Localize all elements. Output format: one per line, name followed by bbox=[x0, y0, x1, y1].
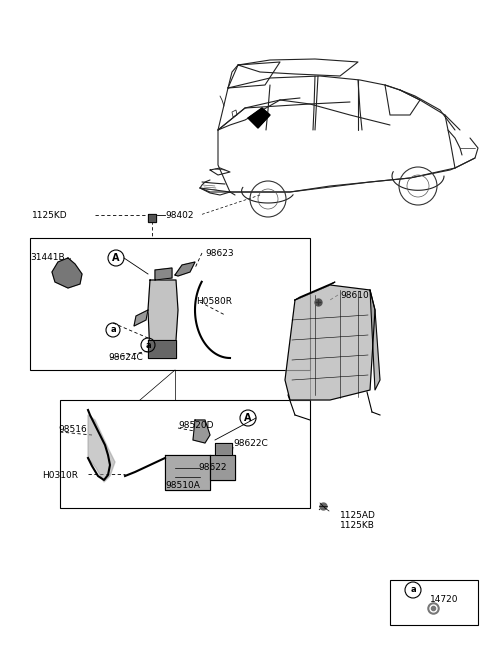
Text: A: A bbox=[244, 413, 252, 423]
Polygon shape bbox=[193, 420, 210, 443]
Polygon shape bbox=[148, 340, 176, 358]
Polygon shape bbox=[295, 282, 335, 300]
Polygon shape bbox=[52, 258, 82, 288]
Text: 14720: 14720 bbox=[430, 595, 458, 604]
Polygon shape bbox=[88, 415, 115, 482]
Bar bbox=[60, 400, 310, 508]
Text: 1125AD: 1125AD bbox=[340, 510, 376, 520]
Text: 31441B: 31441B bbox=[30, 254, 65, 263]
Text: 98610: 98610 bbox=[340, 290, 369, 300]
Polygon shape bbox=[165, 455, 210, 490]
Text: 1125KD: 1125KD bbox=[32, 210, 68, 219]
Text: 98624C: 98624C bbox=[108, 353, 143, 363]
Text: 1125KB: 1125KB bbox=[340, 522, 375, 530]
Text: a: a bbox=[145, 340, 151, 350]
Text: 98520D: 98520D bbox=[178, 420, 214, 430]
Polygon shape bbox=[175, 262, 195, 276]
Polygon shape bbox=[148, 280, 178, 355]
Text: 98402: 98402 bbox=[165, 210, 193, 219]
Text: H0580R: H0580R bbox=[196, 298, 232, 307]
Polygon shape bbox=[248, 108, 270, 128]
Text: 98510A: 98510A bbox=[165, 480, 200, 489]
Bar bbox=[390, 580, 478, 625]
Polygon shape bbox=[148, 214, 156, 222]
Text: 98622C: 98622C bbox=[233, 438, 268, 447]
Text: a: a bbox=[410, 585, 416, 595]
Text: a: a bbox=[110, 325, 116, 334]
Polygon shape bbox=[215, 443, 232, 455]
Text: A: A bbox=[112, 253, 120, 263]
Polygon shape bbox=[134, 310, 148, 326]
Text: 98622: 98622 bbox=[198, 463, 227, 472]
Polygon shape bbox=[210, 455, 235, 480]
Polygon shape bbox=[285, 285, 375, 400]
Polygon shape bbox=[155, 268, 172, 280]
Bar bbox=[30, 238, 310, 370]
Text: 98516: 98516 bbox=[58, 426, 87, 434]
Text: H0310R: H0310R bbox=[42, 470, 78, 480]
Text: 98623: 98623 bbox=[205, 248, 234, 258]
Polygon shape bbox=[370, 290, 380, 390]
